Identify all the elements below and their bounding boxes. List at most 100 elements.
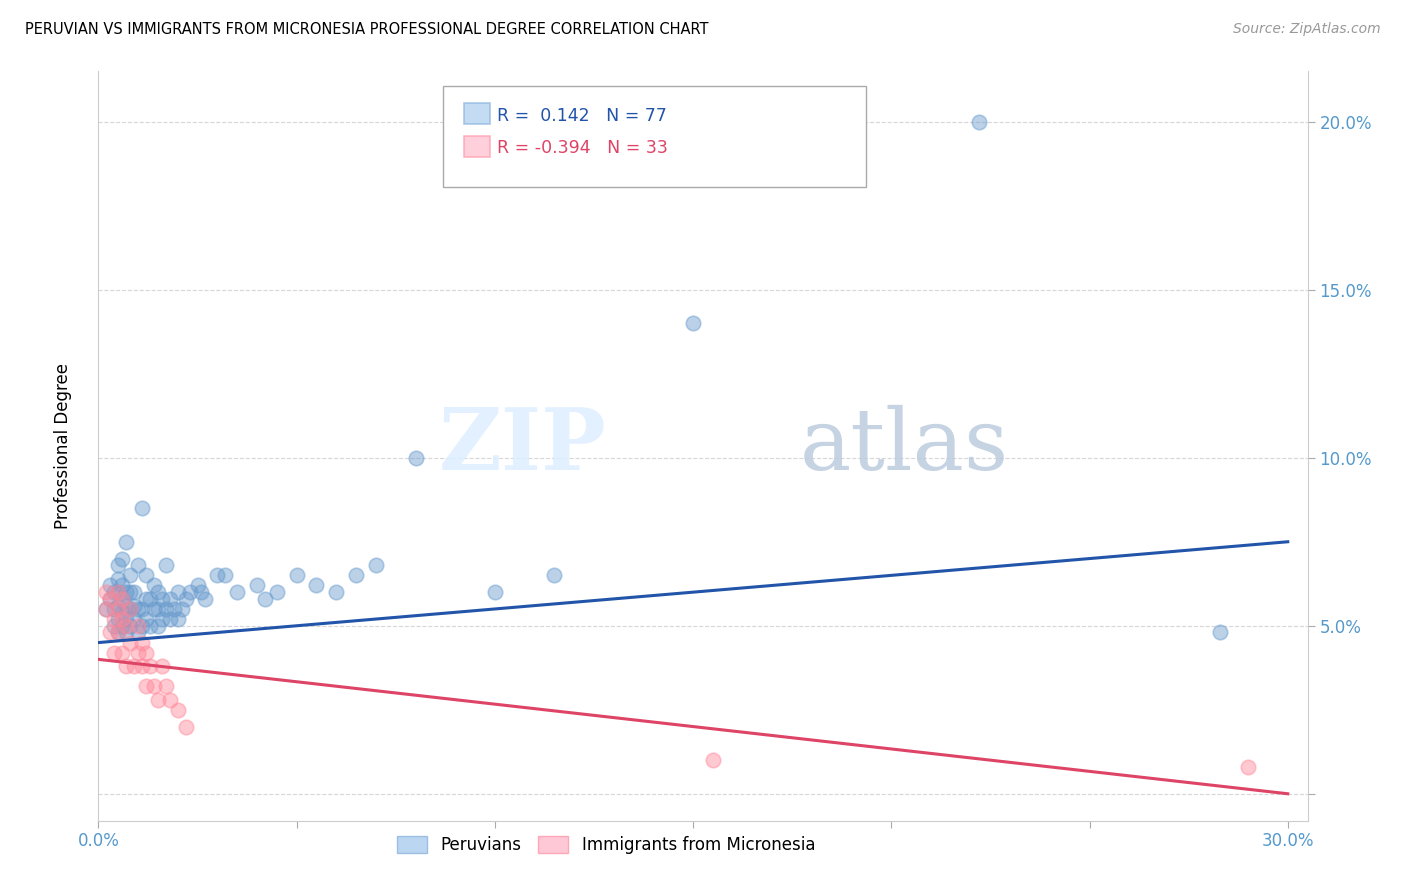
Legend: Peruvians, Immigrants from Micronesia: Peruvians, Immigrants from Micronesia: [391, 830, 823, 861]
Point: [115, 585, 138, 599]
Point: [135, 568, 157, 582]
Point: [107, 585, 129, 599]
Point: [120, 619, 142, 633]
Point: [122, 599, 145, 613]
Point: [120, 585, 142, 599]
Point: [190, 585, 212, 599]
Point: [107, 599, 129, 613]
Point: [115, 612, 138, 626]
Point: [98, 625, 121, 640]
Point: [186, 578, 208, 592]
Point: [142, 578, 165, 592]
Point: [1209, 625, 1232, 640]
Point: [111, 619, 134, 633]
Point: [214, 568, 236, 582]
Point: [166, 703, 188, 717]
Point: [107, 625, 129, 640]
Point: [111, 591, 134, 606]
Point: [103, 602, 125, 616]
Point: [111, 551, 134, 566]
Point: [207, 568, 229, 582]
Point: [155, 558, 177, 573]
Point: [103, 612, 125, 626]
Point: [682, 317, 704, 331]
Text: R =  0.142   N = 77: R = 0.142 N = 77: [498, 107, 668, 125]
Point: [174, 720, 197, 734]
Point: [131, 602, 153, 616]
Point: [115, 534, 138, 549]
Point: [122, 585, 145, 599]
Point: [115, 625, 138, 640]
Point: [127, 625, 149, 640]
Point: [484, 585, 506, 599]
Point: [174, 591, 197, 606]
Point: [159, 591, 181, 606]
Point: [96, 585, 118, 599]
Point: [107, 612, 129, 626]
Point: [107, 625, 129, 640]
Point: [344, 568, 367, 582]
Point: [1237, 760, 1260, 774]
Point: [166, 612, 188, 626]
Point: [107, 585, 129, 599]
Point: [98, 591, 121, 606]
Point: [246, 578, 269, 592]
Point: [103, 619, 125, 633]
Point: [253, 591, 276, 606]
Point: [120, 568, 142, 582]
Point: [405, 450, 427, 465]
FancyBboxPatch shape: [464, 103, 491, 124]
Point: [135, 679, 157, 693]
Point: [107, 572, 129, 586]
Point: [146, 619, 169, 633]
Point: [967, 115, 990, 129]
Point: [111, 591, 134, 606]
Point: [142, 679, 165, 693]
Point: [111, 646, 134, 660]
Point: [150, 591, 173, 606]
FancyBboxPatch shape: [443, 87, 866, 187]
Point: [127, 602, 149, 616]
Point: [131, 619, 153, 633]
Point: [122, 659, 145, 673]
Text: R = -0.394   N = 33: R = -0.394 N = 33: [498, 139, 668, 157]
Point: [103, 585, 125, 599]
Point: [127, 619, 149, 633]
FancyBboxPatch shape: [464, 136, 491, 157]
Point: [266, 585, 288, 599]
Point: [146, 585, 169, 599]
Point: [179, 585, 201, 599]
Point: [127, 558, 149, 573]
Point: [111, 612, 134, 626]
Point: [98, 591, 121, 606]
Point: [146, 692, 169, 706]
Point: [98, 578, 121, 592]
Point: [194, 591, 217, 606]
Point: [120, 602, 142, 616]
Point: [96, 602, 118, 616]
Point: [96, 602, 118, 616]
Point: [285, 568, 308, 582]
Point: [120, 602, 142, 616]
Point: [325, 585, 347, 599]
Point: [170, 602, 193, 616]
Text: Professional Degree: Professional Degree: [55, 363, 72, 529]
Point: [111, 578, 134, 592]
Text: atlas: atlas: [800, 404, 1010, 488]
Point: [543, 568, 565, 582]
Point: [115, 619, 138, 633]
Point: [107, 602, 129, 616]
Point: [166, 585, 188, 599]
Point: [226, 585, 249, 599]
Point: [142, 602, 165, 616]
Point: [150, 659, 173, 673]
Point: [155, 602, 177, 616]
Point: [127, 646, 149, 660]
Point: [131, 635, 153, 649]
Point: [122, 612, 145, 626]
Point: [111, 605, 134, 619]
Text: ZIP: ZIP: [439, 404, 606, 488]
Point: [163, 602, 186, 616]
Point: [150, 612, 173, 626]
Point: [139, 591, 162, 606]
